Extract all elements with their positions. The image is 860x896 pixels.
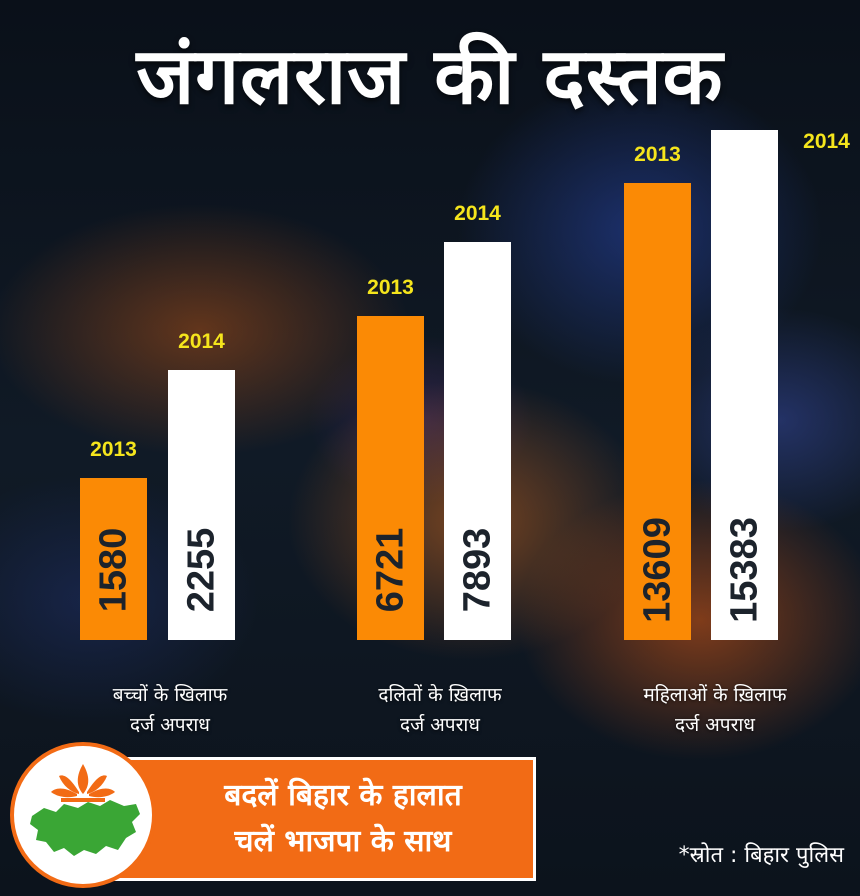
bar-2014-2 — [711, 130, 778, 640]
data-label: 7893 — [457, 528, 499, 613]
year-label: 2013 — [90, 438, 137, 461]
slogan-text: बदलें बिहार के हालात चलें भाजपा के साथ — [150, 757, 536, 881]
data-label: 6721 — [370, 528, 412, 613]
data-label: 13609 — [637, 517, 679, 623]
category-label-dalits: दलितों के ख़िलाफ दर्ज अपराध — [330, 680, 550, 740]
category-label-children: बच्चों के खिलाफ दर्ज अपराध — [60, 680, 280, 740]
category-label-line1: महिलाओं के ख़िलाफ — [643, 684, 787, 706]
bar-2014-0 — [168, 370, 235, 640]
year-label: 2014 — [178, 330, 225, 353]
data-label: 2255 — [181, 528, 223, 613]
bar-2014-1 — [444, 242, 511, 640]
category-label-line2: दर्ज अपराध — [400, 714, 480, 736]
bar-2013-0 — [80, 478, 147, 640]
page-title: जंगलराज की दस्तक — [136, 32, 724, 122]
bar-2013-1 — [357, 316, 424, 640]
category-label-line2: दर्ज अपराध — [130, 714, 210, 736]
slogan-line2: चलें भाजपा के साथ — [234, 824, 452, 859]
bar-2013-2 — [624, 183, 691, 640]
category-label-line2: दर्ज अपराध — [675, 714, 755, 736]
bjp-logo — [10, 742, 156, 888]
year-label: 2014 — [454, 202, 501, 225]
year-label: 2014 — [803, 130, 850, 153]
year-label: 2013 — [367, 276, 414, 299]
slogan-line1: बदलें बिहार के हालात — [224, 778, 462, 813]
category-label-line1: बच्चों के खिलाफ — [112, 684, 228, 706]
data-label: 15383 — [724, 517, 766, 623]
category-label-line1: दलितों के ख़िलाफ — [378, 684, 502, 706]
source-note: *स्रोत : बिहार पुलिस — [678, 843, 844, 868]
data-label: 1580 — [93, 528, 135, 613]
bjp-lotus-bihar-map-icon — [30, 764, 140, 856]
category-label-women: महिलाओं के ख़िलाफ दर्ज अपराध — [595, 680, 835, 740]
slogan-banner — [96, 757, 536, 881]
year-label: 2013 — [634, 143, 681, 166]
